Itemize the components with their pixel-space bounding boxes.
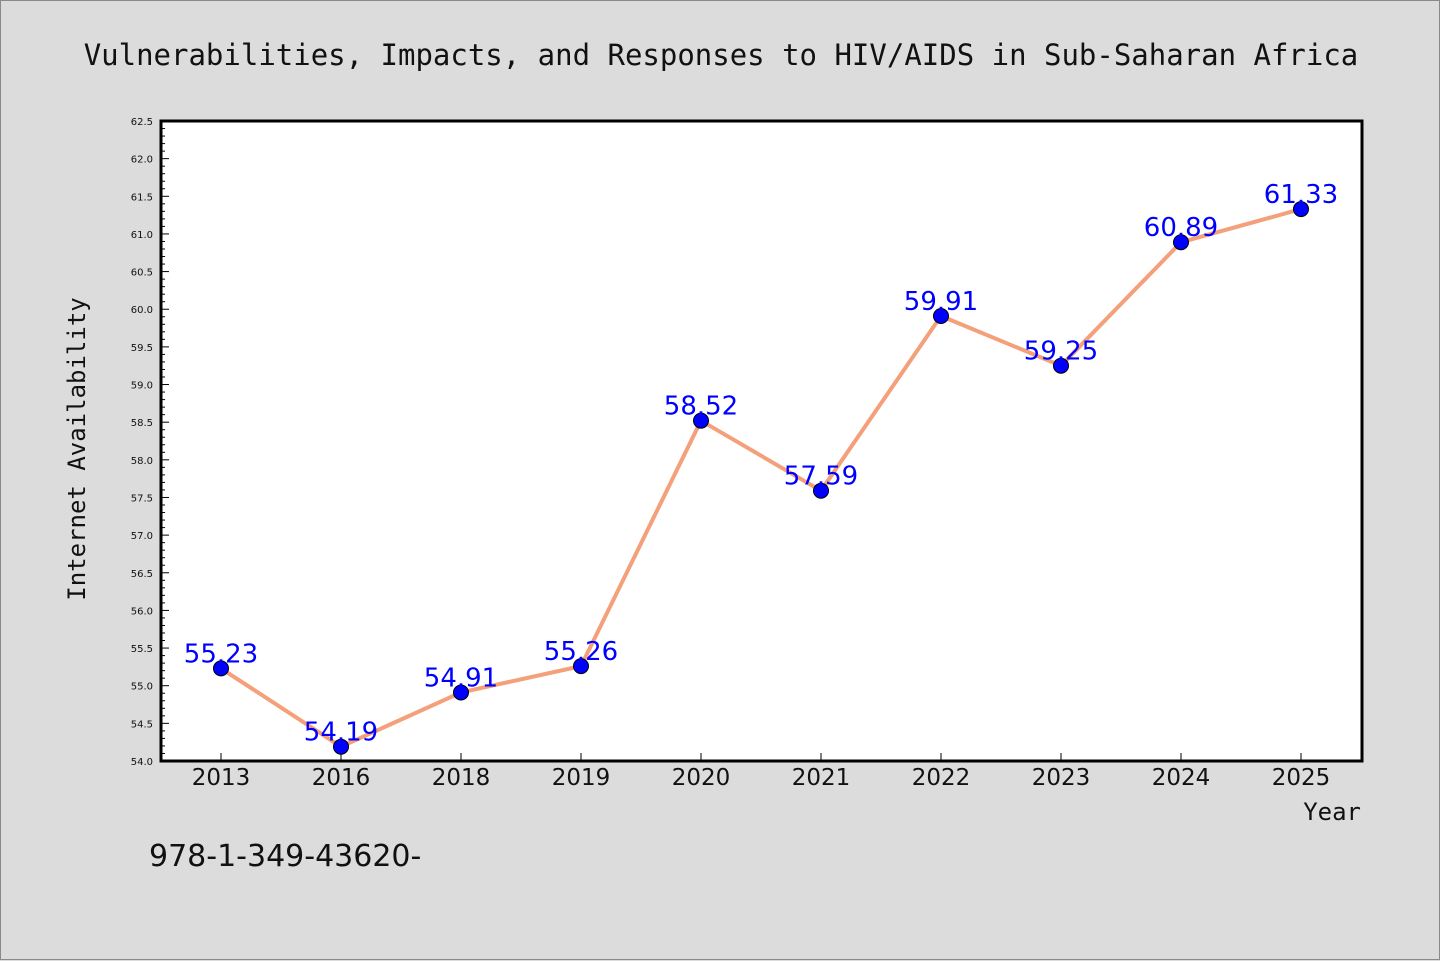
y-tick-label: 60.5 xyxy=(131,268,153,279)
y-tick-label: 56.5 xyxy=(131,569,153,580)
data-point xyxy=(933,308,949,325)
data-point xyxy=(213,660,229,677)
data-point xyxy=(1173,234,1189,251)
data-point xyxy=(1293,201,1309,218)
x-tick-label: 2024 xyxy=(1152,765,1211,791)
y-tick-label: 62.5 xyxy=(131,117,153,128)
data-label: 55.26 xyxy=(544,637,618,667)
x-tick-label: 2019 xyxy=(552,765,611,791)
y-tick-label: 57.5 xyxy=(131,493,153,504)
plot-area xyxy=(159,119,1364,763)
data-label: 54.91 xyxy=(424,663,498,693)
data-label: 58.52 xyxy=(664,392,738,422)
y-tick-label: 59.0 xyxy=(131,381,153,392)
x-tick-label: 2018 xyxy=(432,765,491,791)
chart-title: Vulnerabilities, Impacts, and Responses … xyxy=(84,38,1359,72)
data-point xyxy=(573,658,589,675)
y-tick-label: 54.0 xyxy=(131,757,153,768)
y-tick-label: 57.0 xyxy=(131,531,153,542)
y-tick-label: 62.0 xyxy=(131,155,153,166)
data-label: 57.59 xyxy=(784,462,858,492)
data-point xyxy=(1053,357,1069,374)
y-tick-label: 60.0 xyxy=(131,305,153,316)
y-tick-label: 58.5 xyxy=(131,418,153,429)
series-line xyxy=(219,207,1302,749)
data-point xyxy=(453,684,469,701)
data-label: 55.23 xyxy=(184,639,258,669)
x-tick-label: 2013 xyxy=(192,765,251,791)
data-label: 59.25 xyxy=(1024,337,1098,367)
y-tick-label: 61.0 xyxy=(131,230,153,241)
data-label: 59.91 xyxy=(904,287,978,317)
y-tick-label: 59.5 xyxy=(131,343,153,354)
y-tick-label: 56.0 xyxy=(131,606,153,617)
x-tick-label: 2016 xyxy=(312,765,371,791)
x-tick-label: 2023 xyxy=(1032,765,1091,791)
y-tick-label: 58.0 xyxy=(131,456,153,467)
y-axis-label: Internet Availability xyxy=(63,297,91,600)
data-point xyxy=(693,412,709,429)
x-tick-label: 2022 xyxy=(912,765,971,791)
data-label: 61.33 xyxy=(1264,180,1338,210)
y-tick-label: 55.0 xyxy=(131,682,153,693)
y-tick-label: 61.5 xyxy=(131,192,153,203)
x-axis-label: Year xyxy=(1303,798,1361,826)
data-label: 60.89 xyxy=(1144,213,1218,243)
series-group: 55.23 54.19 54.91 55.26 58.52 57.59 59.91 59.25… xyxy=(184,180,1338,755)
x-tick-label: 2020 xyxy=(672,765,731,791)
x-tick-label: 2021 xyxy=(792,765,851,791)
y-tick-label: 55.5 xyxy=(131,644,153,655)
footer-text: 978-1-349-43620- xyxy=(149,839,421,874)
x-tick-label: 2025 xyxy=(1272,765,1331,791)
x-axis: 2013 2016 2018 2019 2020 2021 2022 2023 2024 2025 xyxy=(192,753,1331,791)
data-point xyxy=(813,482,829,499)
data-point xyxy=(333,738,349,755)
data-label: 54.19 xyxy=(304,718,378,748)
y-tick-label: 54.5 xyxy=(131,719,153,730)
y-axis: 54.0 54.5 55.0 55.5 56.0 56.5 57.0 57.5 58.0 58.5… xyxy=(131,117,169,768)
